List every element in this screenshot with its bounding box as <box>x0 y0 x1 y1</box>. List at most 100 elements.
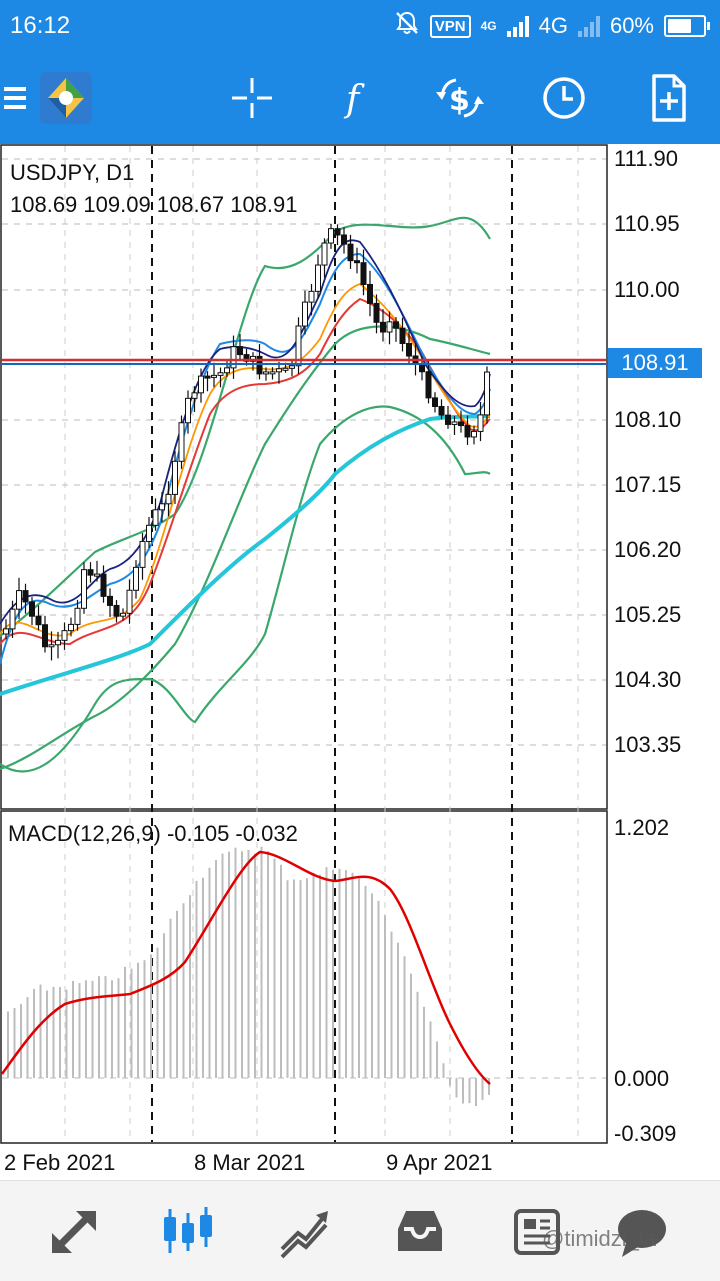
candle-body <box>133 566 139 591</box>
slow-moving-average <box>0 414 491 696</box>
mute-icon <box>394 10 420 42</box>
candle-body <box>341 234 347 245</box>
candle-body <box>94 573 100 577</box>
candle-body <box>386 321 393 333</box>
price-label: 107.15 <box>614 472 682 497</box>
candle-body <box>419 363 425 373</box>
candle-body <box>48 644 55 648</box>
candle-body <box>438 405 445 416</box>
bollinger-bands <box>0 216 491 773</box>
candle-body <box>308 290 315 303</box>
history-icon[interactable] <box>388 1199 452 1263</box>
quotes-icon[interactable] <box>42 1199 106 1263</box>
svg-text:f: f <box>343 79 365 120</box>
battery-icon <box>664 15 710 37</box>
price-label: 110.00 <box>614 277 680 302</box>
candle-body <box>302 301 308 327</box>
candle-body <box>211 374 217 378</box>
price-label: 111.90 <box>614 146 679 171</box>
macd-signal-line <box>0 850 491 1085</box>
messages-icon[interactable] <box>610 1199 674 1263</box>
macd-label: MACD(12,26,9) -0.105 -0.032 <box>8 821 298 846</box>
app-logo[interactable] <box>38 70 94 126</box>
candle-body <box>399 327 406 345</box>
candle-body <box>237 346 243 356</box>
price-label: 108.10 <box>614 407 682 432</box>
chart-icon[interactable] <box>156 1199 220 1263</box>
candle-body <box>464 425 471 438</box>
candle-body <box>347 243 354 262</box>
candle-body <box>42 624 48 648</box>
orange-moving-average <box>0 282 491 637</box>
candle-body <box>360 262 367 285</box>
status-time: 16:12 <box>10 12 71 39</box>
candle-body <box>152 509 159 526</box>
crosshair-icon[interactable] <box>224 70 280 126</box>
price-label: 106.20 <box>614 537 682 562</box>
candle-body <box>204 375 211 379</box>
macd-panel-frame <box>0 810 608 1144</box>
candle-body <box>172 460 178 495</box>
news-icon[interactable] <box>504 1199 568 1263</box>
watermark-text: @timidzi_la <box>542 1226 657 1251</box>
signal-icon-secondary <box>577 15 600 37</box>
macd-axis-label: 0.000 <box>614 1066 670 1091</box>
macd-axis-label: 1.202 <box>614 815 670 840</box>
price-label: 103.35 <box>614 732 682 757</box>
candle-body <box>263 371 269 375</box>
candle-body <box>432 397 438 407</box>
candle-body <box>198 375 204 394</box>
candle-body <box>328 228 334 244</box>
candle-body <box>87 569 94 576</box>
indicators-icon[interactable]: f <box>328 70 384 126</box>
candle-body <box>68 623 74 632</box>
price-label: 105.25 <box>614 602 682 627</box>
candle-body <box>243 354 250 362</box>
candle-body <box>276 368 282 373</box>
candle-body <box>74 607 81 625</box>
toolbar: f $ <box>0 52 720 144</box>
candle-body <box>282 367 289 371</box>
dark-blue-moving-average <box>0 239 491 625</box>
trade-icon[interactable] <box>272 1199 336 1263</box>
new-order-icon[interactable] <box>640 70 696 126</box>
chart-canvas[interactable] <box>0 144 720 1180</box>
macd-axis-label: -0.309 <box>614 1121 677 1146</box>
candle-body <box>3 628 9 635</box>
battery-percent: 60% <box>609 13 654 38</box>
candle-body <box>471 430 477 438</box>
candle-body <box>29 601 35 617</box>
candle-body <box>477 414 484 432</box>
candle-body <box>107 595 113 606</box>
ohlc-values: 108.69 109.09 108.67 108.91 <box>10 192 298 217</box>
price-grid <box>2 158 606 1079</box>
candle-body <box>146 524 152 542</box>
candle-body <box>269 371 276 375</box>
svg-text:$: $ <box>449 83 470 118</box>
candle-body <box>425 371 432 399</box>
bottom-navigation <box>0 1180 720 1281</box>
candle-body <box>256 355 263 375</box>
timeframe-icon[interactable] <box>536 70 592 126</box>
candle-body <box>367 283 373 304</box>
status-icons: VPN 4G 4G 60% <box>394 10 710 42</box>
time-grid <box>64 146 579 1142</box>
candle-body <box>120 612 126 617</box>
candle-body <box>451 421 458 425</box>
candle-body <box>295 325 302 367</box>
candle-body <box>61 630 68 641</box>
candle-body <box>159 503 165 511</box>
candle-body <box>178 422 185 462</box>
menu-icon[interactable] <box>0 70 42 126</box>
date-label: 2 Feb 2021 <box>4 1150 116 1175</box>
date-label: 9 Apr 2021 <box>386 1150 493 1175</box>
candle-body <box>35 615 42 626</box>
status-bar: 16:12 VPN 4G 4G 60% <box>0 0 720 52</box>
trade-icon[interactable]: $ <box>432 70 488 126</box>
price-chart[interactable]: 111.90 110.95 110.00 108.10 107.15 106.2… <box>0 144 720 1180</box>
candle-body <box>445 414 451 425</box>
candle-body <box>224 367 230 374</box>
current-price-tag: 108.91 <box>608 348 702 378</box>
candle-body <box>139 540 146 568</box>
candle-body <box>113 604 120 617</box>
